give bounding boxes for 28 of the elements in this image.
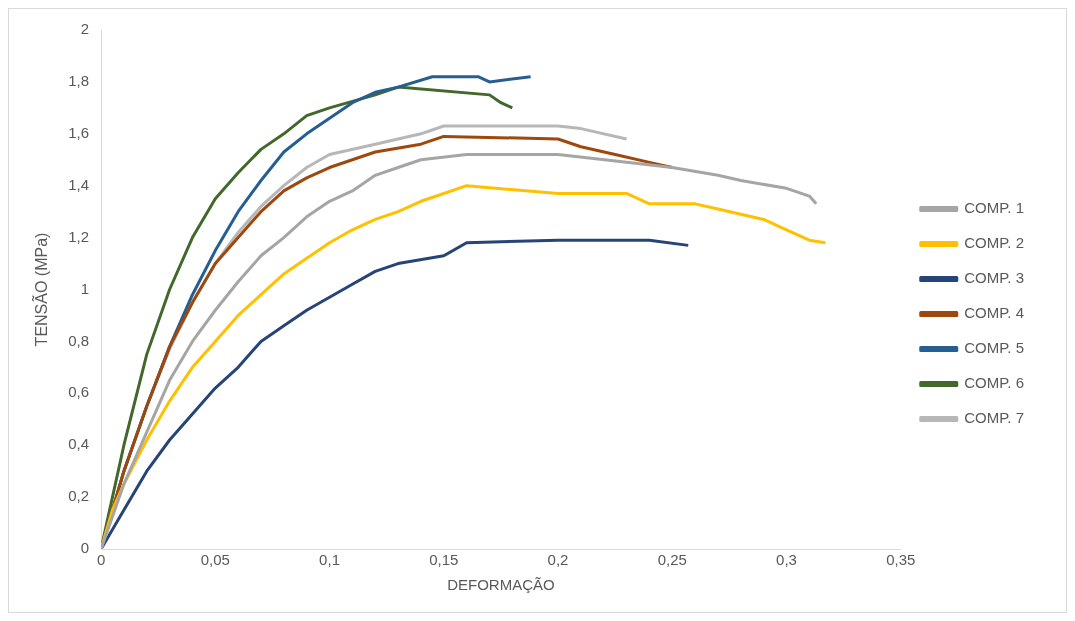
x-tick-label: 0,2 <box>547 551 569 569</box>
y-tick-label: 0 <box>80 539 90 557</box>
legend-label: COMP. 1 <box>964 199 1025 217</box>
x-tick-label: 0 <box>96 551 106 569</box>
legend-label: COMP. 4 <box>964 304 1025 322</box>
y-tick-label: 1,8 <box>68 72 90 90</box>
y-tick-label: 0,2 <box>68 487 90 505</box>
y-axis-title: TENSÃO (MPa) <box>31 232 51 347</box>
legend-label: COMP. 7 <box>964 409 1025 427</box>
x-tick-label: 0,05 <box>200 551 230 569</box>
y-tick-label: 0,6 <box>68 383 90 401</box>
x-tick-label: 0,15 <box>429 551 459 569</box>
y-tick-label: 1 <box>80 279 90 297</box>
x-tick-label: 0,1 <box>319 551 340 569</box>
x-tick-label: 0,25 <box>657 551 687 569</box>
legend-label: COMP. 6 <box>964 374 1025 392</box>
legend-label: COMP. 5 <box>964 339 1025 357</box>
x-tick-label: 0,35 <box>886 551 916 569</box>
y-tick-label: 1,6 <box>68 123 90 141</box>
y-tick-label: 1,2 <box>68 227 90 245</box>
legend-label: COMP. 3 <box>964 269 1025 287</box>
x-tick-label: 0,3 <box>776 551 797 569</box>
y-tick-label: 2 <box>80 20 90 38</box>
x-axis-title: DEFORMAÇÃO <box>447 576 555 594</box>
y-tick-label: 1,4 <box>68 175 90 193</box>
y-tick-label: 0,4 <box>68 435 90 453</box>
y-tick-label: 0,8 <box>68 331 90 349</box>
legend-label: COMP. 2 <box>964 234 1025 252</box>
